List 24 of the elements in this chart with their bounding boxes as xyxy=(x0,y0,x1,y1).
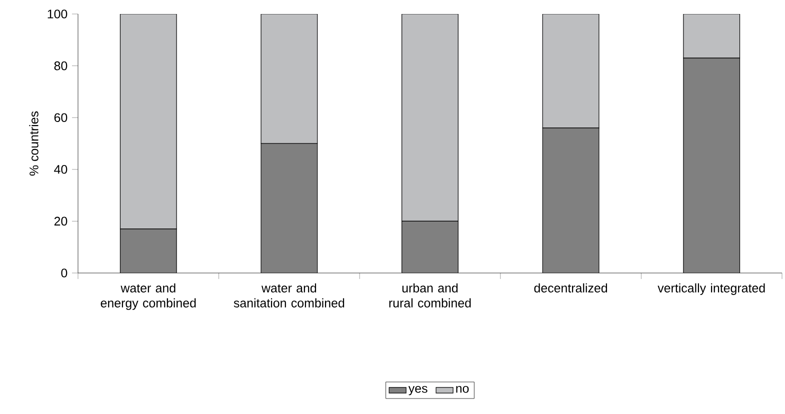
x-tick-label: decentralized xyxy=(534,283,608,292)
y-tick-label: 0 xyxy=(61,268,68,278)
bar xyxy=(120,228,177,273)
bar xyxy=(402,14,458,222)
bar xyxy=(261,143,318,273)
bar xyxy=(683,58,740,273)
x-tick-label: vertically integrated xyxy=(658,283,765,295)
bar xyxy=(120,14,177,230)
legend-label: no xyxy=(456,386,469,393)
x-tick-label: water and sanitation combined xyxy=(234,283,344,308)
bar xyxy=(542,128,599,273)
bar xyxy=(402,221,458,273)
y-tick-label: 40 xyxy=(54,164,68,174)
bar xyxy=(260,14,318,144)
y-tick-label: 100 xyxy=(48,10,68,18)
y-axis-title: % countries xyxy=(29,111,38,176)
bar xyxy=(542,14,600,128)
y-tick-label: 80 xyxy=(54,61,68,70)
x-tick-label: water and energy combined xyxy=(100,283,196,310)
x-tick-label: urban and rural combined xyxy=(389,283,471,308)
bar xyxy=(683,14,740,58)
y-tick-label: 60 xyxy=(54,113,68,122)
legend-label: yes xyxy=(408,386,428,396)
y-tick-label: 20 xyxy=(54,216,68,226)
